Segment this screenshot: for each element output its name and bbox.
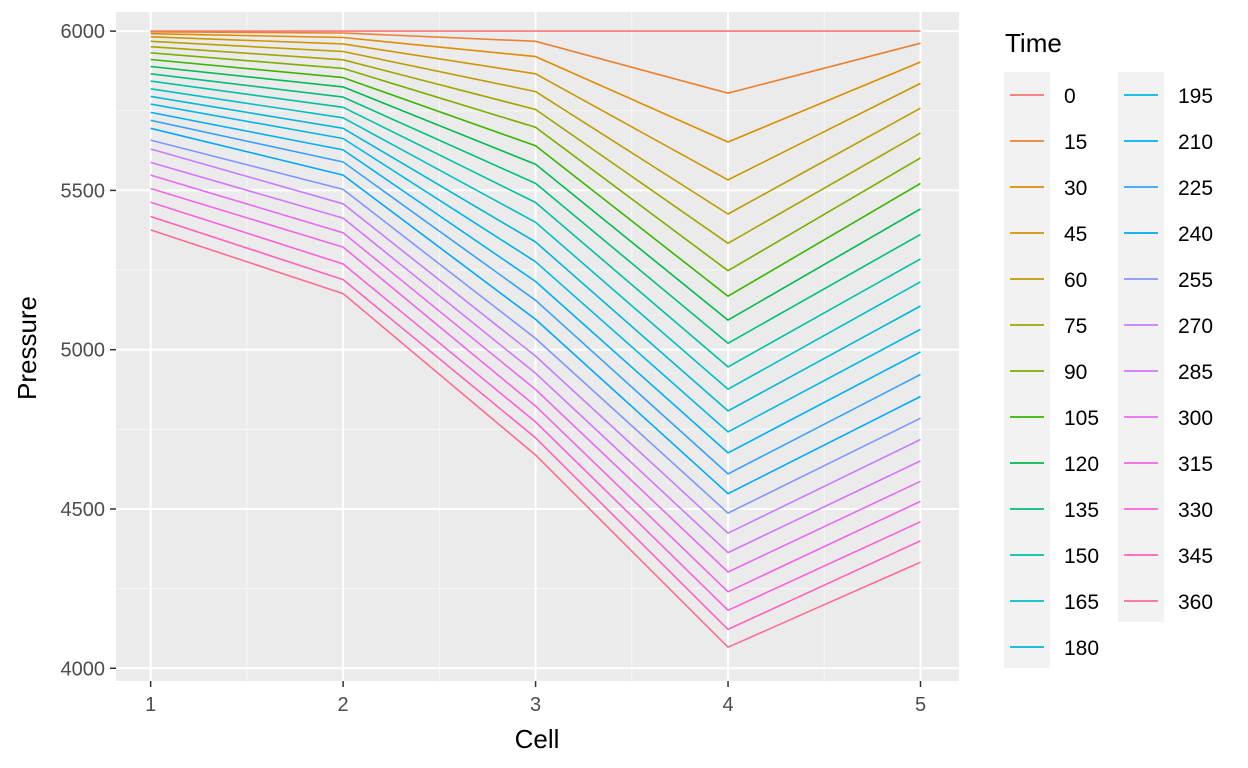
x-tick-label: 3 [530, 694, 541, 716]
series-line-255 [150, 139, 921, 514]
series-line-90 [150, 52, 921, 272]
legend-label-0: 0 [1064, 85, 1076, 108]
series-line-135 [150, 73, 921, 345]
series-line-195 [150, 103, 921, 433]
legend-label-150: 150 [1064, 545, 1099, 568]
series-line-120 [150, 65, 921, 321]
grid-minor [116, 12, 959, 681]
legend-label-360: 360 [1178, 591, 1213, 614]
series-line-150 [150, 80, 921, 368]
series-line-210 [150, 111, 921, 454]
x-axis-title: Cell [515, 724, 560, 754]
legend-label-285: 285 [1178, 361, 1213, 384]
legend-label-60: 60 [1064, 269, 1087, 292]
legend-label-45: 45 [1064, 223, 1087, 246]
legend-label-225: 225 [1178, 177, 1213, 200]
legend-keys-column-2 [1118, 72, 1164, 622]
legend-label-135: 135 [1064, 499, 1099, 522]
legend-label-210: 210 [1178, 131, 1213, 154]
legend-keys-column-1 [1004, 72, 1050, 668]
legend-label-270: 270 [1178, 315, 1213, 338]
series-line-330 [150, 201, 921, 612]
series-line-75 [150, 45, 921, 245]
series-line-165 [150, 88, 921, 391]
x-tick-label: 2 [338, 694, 349, 716]
series-line-300 [150, 174, 921, 573]
x-tick-label: 4 [722, 694, 733, 716]
legend-label-330: 330 [1178, 499, 1213, 522]
legend-label-255: 255 [1178, 269, 1213, 292]
legend-label-120: 120 [1064, 453, 1099, 476]
series-line-270 [150, 148, 921, 535]
y-tick-label: 6000 [61, 21, 106, 43]
y-tick-label: 5500 [61, 180, 106, 202]
series-line-180 [150, 95, 921, 412]
legend-label-180: 180 [1064, 637, 1099, 660]
series-line-240 [150, 127, 921, 495]
legend-label-300: 300 [1178, 407, 1213, 430]
legend-label-345: 345 [1178, 545, 1213, 568]
series-line-105 [150, 58, 921, 298]
x-tick-label: 5 [915, 694, 926, 716]
y-axis: 4000 4500 5000 5500 6000 [61, 21, 116, 680]
y-tick-label: 4000 [61, 658, 106, 680]
legend-items: 0 15 30 45 60 75 90 105 120 135 150 165 180 195 210 225… [1010, 85, 1213, 660]
series-lines [150, 30, 921, 649]
legend-label-30: 30 [1064, 177, 1087, 200]
y-tick-label: 4500 [61, 499, 106, 521]
legend-label-15: 15 [1064, 131, 1087, 154]
legend-label-165: 165 [1064, 591, 1099, 614]
series-line-45 [150, 36, 921, 181]
legend: Time 0 15 30 45 60 75 90 105 120 135 150 165 180 195 2… [1004, 28, 1213, 668]
y-axis-title: Pressure [12, 296, 42, 400]
legend-label-195: 195 [1178, 85, 1213, 108]
legend-title: Time [1005, 28, 1062, 58]
legend-label-105: 105 [1064, 407, 1099, 430]
series-line-315 [150, 187, 921, 593]
x-tick-label: 1 [145, 694, 156, 716]
series-line-285 [150, 161, 921, 554]
series-line-345 [150, 215, 921, 631]
legend-label-90: 90 [1064, 361, 1087, 384]
series-line-30 [150, 32, 921, 143]
x-axis: 1 2 3 4 5 [145, 681, 926, 716]
legend-label-75: 75 [1064, 315, 1087, 338]
series-line-225 [150, 119, 921, 475]
y-tick-label: 5000 [61, 340, 106, 362]
legend-label-315: 315 [1178, 453, 1213, 476]
series-line-60 [150, 40, 921, 215]
series-line-360 [150, 229, 921, 649]
legend-label-240: 240 [1178, 223, 1213, 246]
series-line-15 [150, 31, 921, 94]
